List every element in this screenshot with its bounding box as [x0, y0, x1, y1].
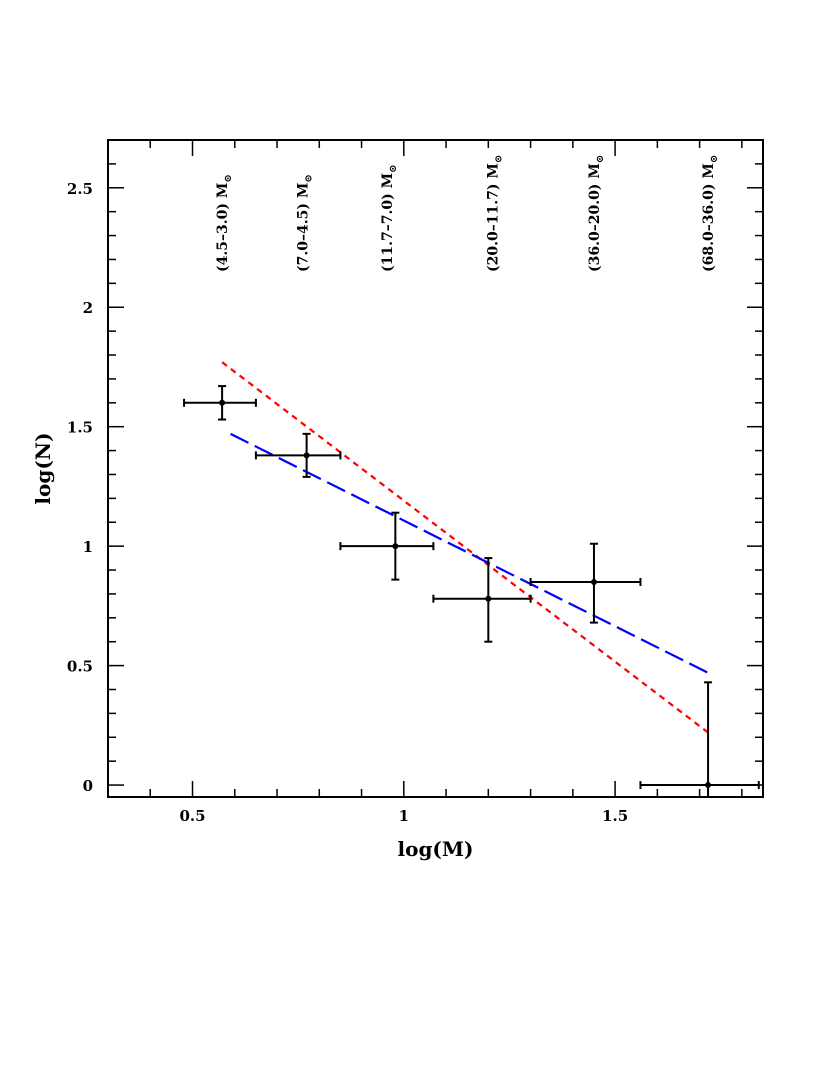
mass-bin-label: (7.0–4.5) M⊙ [295, 174, 314, 272]
data-point [339, 511, 435, 581]
axis-ticks: 0.5 1 1.5 0 0.5 1 1.5 2 2.5 [67, 140, 763, 825]
plot-frame [107, 139, 764, 798]
y-tick-label: 1 [83, 538, 93, 556]
point-marker [590, 578, 597, 585]
data-point [254, 432, 342, 478]
x-tick-label: 1 [399, 807, 409, 825]
data-point [432, 557, 532, 643]
y-tick-label: 2.5 [67, 180, 93, 198]
x-tick-label: 0.5 [179, 807, 205, 825]
fit-line [230, 432, 709, 674]
y-axis-label: log(N) [31, 432, 55, 504]
y-tick-label: 0.5 [67, 658, 93, 676]
mass-bin-label: (11.7–7.0) M⊙ [380, 165, 399, 272]
point-marker [392, 543, 399, 550]
data-points [183, 385, 760, 797]
fit-lines [221, 361, 709, 734]
y-tick-label: 0 [83, 777, 93, 795]
point-marker [485, 595, 492, 602]
x-axis-label: log(M) [398, 837, 474, 861]
point-marker [303, 452, 310, 459]
y-tick-label: 1.5 [67, 419, 93, 437]
mass-bin-label: (68.0–36.0) M⊙ [701, 155, 720, 272]
data-point [529, 542, 642, 624]
mass-bin-label: (36.0–20.0) M⊙ [587, 155, 606, 272]
y-tick-label: 2 [83, 299, 93, 317]
mass-bin-label: (4.5–3.0) M⊙ [215, 174, 234, 272]
point-marker [219, 399, 226, 406]
fit-line [221, 361, 709, 734]
point-marker [705, 782, 712, 789]
x-tick-label: 1.5 [602, 807, 628, 825]
data-point [639, 681, 760, 797]
mass-bin-labels: (4.5–3.0) M⊙ (7.0–4.5) M⊙ (11.7–7.0) M⊙ (20… [215, 155, 720, 272]
mass-bin-label: (20.0–11.7) M⊙ [486, 155, 505, 272]
data-point [183, 385, 257, 421]
